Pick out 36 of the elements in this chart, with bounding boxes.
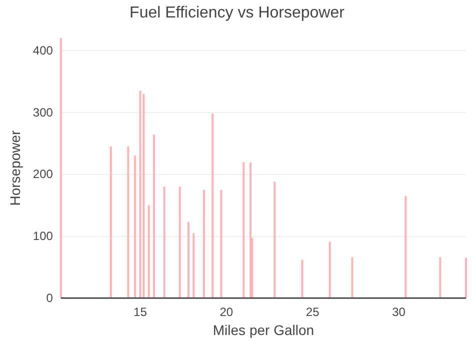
bar	[351, 257, 354, 298]
y-tick-label: 0	[46, 291, 54, 306]
bar	[192, 233, 195, 298]
y-tick-label: 300	[32, 105, 54, 120]
x-tick-label: 20	[220, 305, 234, 320]
bar	[212, 114, 214, 298]
bar	[178, 186, 181, 298]
y-axis-title: Horsepower	[7, 130, 23, 206]
x-tick-label: 15	[134, 305, 148, 320]
bar	[163, 186, 166, 298]
bar	[404, 196, 407, 298]
y-tick-label: 100	[32, 229, 54, 244]
bar	[220, 190, 222, 298]
bar	[110, 146, 112, 298]
x-tick-label: 25	[306, 305, 320, 320]
bar	[242, 162, 245, 298]
bar	[187, 222, 190, 298]
y-tick-label: 200	[32, 167, 54, 182]
y-tick-label: 400	[32, 43, 54, 58]
bar	[301, 260, 304, 298]
x-axis-title: Miles per Gallon	[212, 322, 314, 338]
bar	[153, 134, 156, 298]
bar	[274, 182, 276, 298]
bar	[148, 205, 150, 298]
bar	[127, 146, 130, 298]
bar	[465, 258, 467, 298]
chart-title: Fuel Efficiency vs Horsepower	[130, 4, 346, 22]
bar	[142, 94, 145, 298]
bar	[328, 242, 331, 298]
x-tick-label: 30	[392, 305, 406, 320]
bar	[250, 162, 252, 298]
bar	[139, 90, 142, 298]
bar	[134, 156, 136, 298]
bar	[202, 190, 205, 298]
bar	[439, 257, 442, 298]
bar	[60, 38, 62, 298]
